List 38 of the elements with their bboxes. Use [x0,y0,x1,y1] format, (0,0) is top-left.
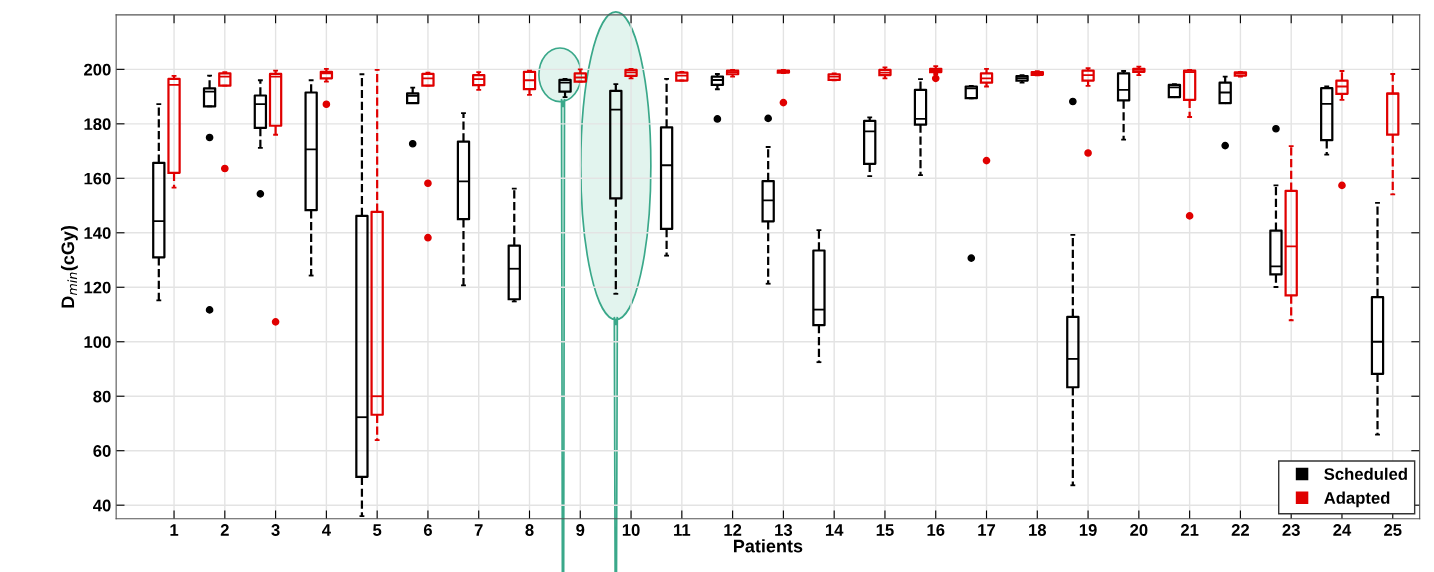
x-tick-label: 10 [622,524,640,536]
y-axis-title: D$_{min}$(cGy) [60,225,78,308]
x-tick-label: 21 [1180,524,1199,536]
x-tick-label: 15 [876,524,894,536]
y-tick-label: 80 [93,390,111,403]
y-tick-label: 200 [84,63,111,76]
x-tick-label: 4 [322,524,331,536]
y-tick-label: 160 [84,172,111,185]
x-tick-label: 17 [978,524,996,536]
x-tick-label: 22 [1231,524,1250,536]
x-tick-label: 9 [576,524,585,536]
x-tick-label: 16 [927,524,945,536]
x-tick-label: 12 [724,524,742,536]
x-tick-label: 1 [170,524,179,536]
x-tick-label: 14 [825,524,844,536]
y-tick-label: 60 [93,445,111,457]
x-tick-label: 24 [1333,524,1352,536]
x-tick-label: 19 [1079,524,1097,536]
legend-label: Adapted [1324,491,1390,508]
x-tick-label: 18 [1029,524,1047,536]
x-tick-label: 20 [1130,524,1148,536]
y-tick-label: 140 [84,227,111,239]
x-tick-label: 23 [1282,524,1300,536]
y-tick-label: 120 [84,281,111,294]
x-tick-label: 13 [775,524,793,536]
y-tick-label: 100 [84,336,111,348]
x-tick-label: 6 [423,524,432,536]
y-tick-label: 180 [84,118,111,131]
y-tick-label: 40 [93,499,111,512]
legend-label: Scheduled [1324,467,1407,480]
x-tick-label: 5 [373,524,382,536]
x-tick-label: 7 [474,524,483,536]
x-axis-title: Patients [734,539,803,553]
x-tick-label: 11 [674,524,691,536]
x-tick-label: 2 [220,524,229,536]
x-tick-label: 8 [525,524,534,536]
x-tick-label: 3 [271,524,280,536]
x-tick-label: 25 [1384,524,1402,536]
